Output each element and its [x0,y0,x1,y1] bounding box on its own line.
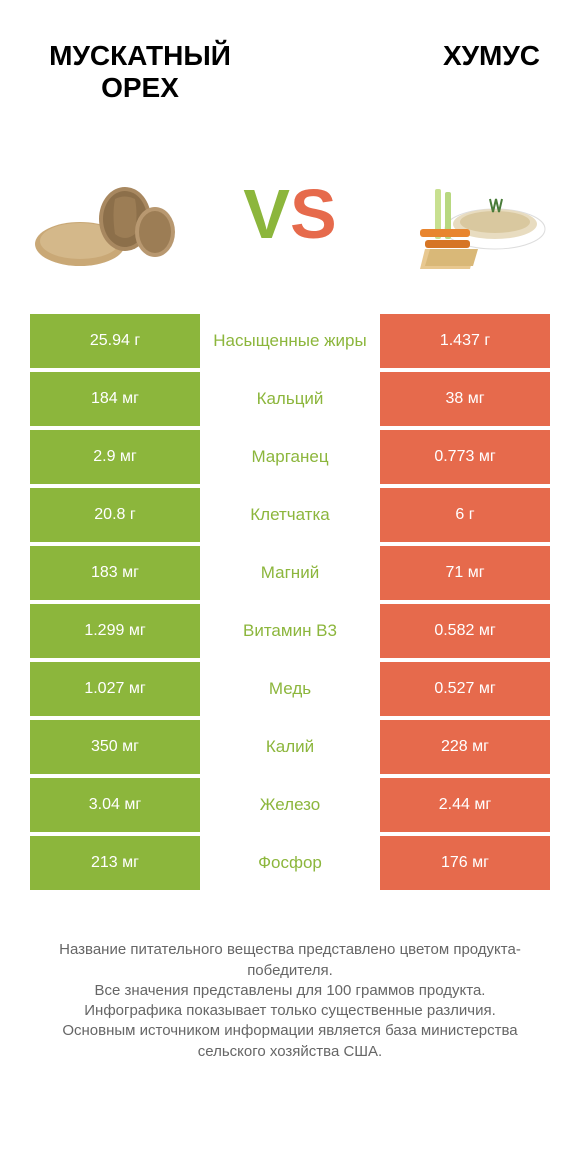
right-food-title: ХУМУС [340,40,540,104]
right-value: 176 мг [380,836,550,890]
left-value: 2.9 мг [30,430,200,484]
nutrient-label: Магний [200,546,380,600]
left-value: 1.027 мг [30,662,200,716]
footer-text: Название питательного вещества представл… [40,940,540,1062]
vs-label: VS [243,179,336,249]
table-row: 20.8 гКлетчатка6 г [30,488,550,542]
nutrient-label: Марганец [200,430,380,484]
left-value: 184 мг [30,372,200,426]
right-value: 71 мг [380,546,550,600]
footer-line-2: Все значения представлены для 100 граммо… [40,981,540,1001]
table-row: 1.027 мгМедь0.527 мг [30,662,550,716]
footer-line-4: Основным источником информации является … [40,1021,540,1062]
table-row: 183 мгМагний71 мг [30,546,550,600]
nutrient-label: Клетчатка [200,488,380,542]
table-row: 2.9 мгМарганец0.773 мг [30,430,550,484]
vs-row: VS [0,124,580,314]
left-food-image [30,154,190,274]
nutrient-label: Кальций [200,372,380,426]
right-value: 228 мг [380,720,550,774]
table-row: 25.94 гНасыщенные жиры1.437 г [30,314,550,368]
right-value: 1.437 г [380,314,550,368]
left-food-title: МУСКАТНЫЙ ОРЕХ [40,40,240,104]
right-value: 6 г [380,488,550,542]
left-value: 350 мг [30,720,200,774]
right-food-image [390,154,550,274]
left-value: 213 мг [30,836,200,890]
comparison-table: 25.94 гНасыщенные жиры1.437 г184 мгКальц… [30,314,550,890]
right-value: 0.527 мг [380,662,550,716]
table-row: 184 мгКальций38 мг [30,372,550,426]
nutrient-label: Насыщенные жиры [200,314,380,368]
nutrient-label: Витамин B3 [200,604,380,658]
vs-s: S [290,175,337,253]
left-value: 20.8 г [30,488,200,542]
right-value: 38 мг [380,372,550,426]
hummus-icon [390,154,550,274]
left-value: 3.04 мг [30,778,200,832]
nutrient-label: Медь [200,662,380,716]
table-row: 3.04 мгЖелезо2.44 мг [30,778,550,832]
footer-line-3: Инфографика показывает только существенн… [40,1001,540,1021]
header: МУСКАТНЫЙ ОРЕХ ХУМУС [0,0,580,124]
table-row: 350 мгКалий228 мг [30,720,550,774]
vs-v: V [243,175,290,253]
left-value: 1.299 мг [30,604,200,658]
right-value: 0.773 мг [380,430,550,484]
nutrient-label: Фосфор [200,836,380,890]
nutrient-label: Железо [200,778,380,832]
table-row: 213 мгФосфор176 мг [30,836,550,890]
footer-line-1: Название питательного вещества представл… [40,940,540,981]
left-value: 25.94 г [30,314,200,368]
nutmeg-icon [30,154,190,274]
table-row: 1.299 мгВитамин B30.582 мг [30,604,550,658]
left-value: 183 мг [30,546,200,600]
right-value: 0.582 мг [380,604,550,658]
right-value: 2.44 мг [380,778,550,832]
nutrient-label: Калий [200,720,380,774]
